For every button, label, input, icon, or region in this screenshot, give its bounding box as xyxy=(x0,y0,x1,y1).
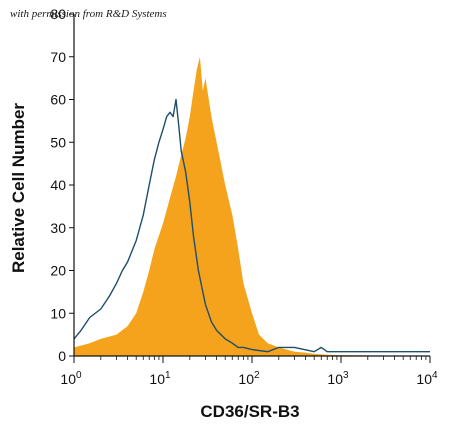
y-tick-label: 10 xyxy=(50,305,66,321)
y-tick-label: 0 xyxy=(58,348,66,364)
y-tick-label: 70 xyxy=(50,49,66,65)
x-tick-label: 100 xyxy=(60,370,82,387)
permission-watermark: with permission from R&D Systems xyxy=(10,8,167,20)
outline-histogram-series xyxy=(73,98,430,353)
y-tick-label: 40 xyxy=(50,177,66,193)
x-axis-label: CD36/SR-B3 xyxy=(200,402,300,421)
y-tick-label: 80 xyxy=(50,6,66,22)
y-tick-label: 20 xyxy=(50,263,66,279)
y-tick-label: 60 xyxy=(50,92,66,108)
x-tick-label: 104 xyxy=(416,370,438,387)
x-tick-label: 103 xyxy=(327,370,349,387)
x-tick-label: 102 xyxy=(238,370,260,387)
filled-histogram-series xyxy=(74,56,430,357)
x-tick-label: 101 xyxy=(149,370,171,387)
y-tick-label: 50 xyxy=(50,134,66,150)
y-tick-label: 30 xyxy=(50,220,66,236)
